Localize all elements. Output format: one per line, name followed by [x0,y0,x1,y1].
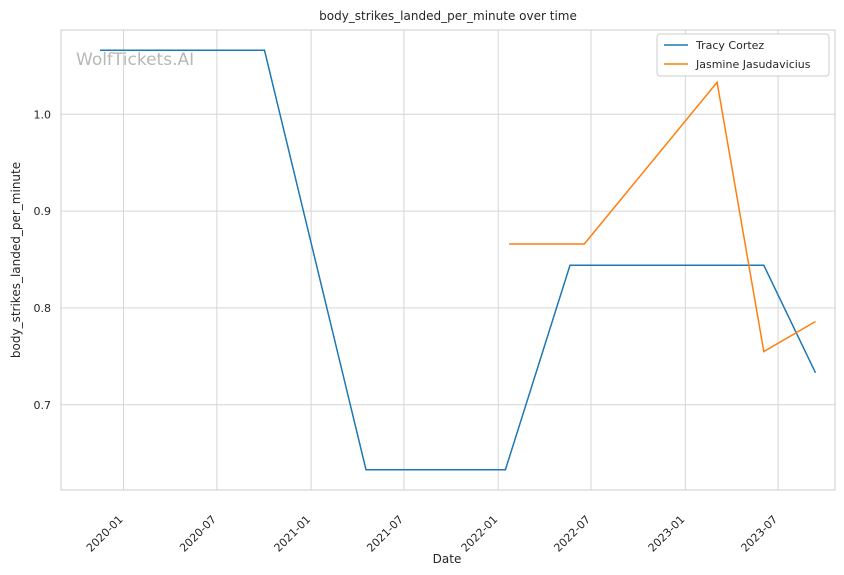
plot-area [61,30,835,490]
legend-label-jasmine-jasudavicius: Jasmine Jasudavicius [695,58,811,71]
legend: Tracy Cortez Jasmine Jasudavicius [656,33,830,77]
y-tick-label: 0.8 [34,302,52,315]
x-tick-label: 2021-07 [364,513,406,555]
x-tick-label: 2022-07 [551,513,593,555]
y-axis: 0.7 0.8 0.9 1.0 [34,108,52,412]
series-line-tracy-cortez [100,49,817,471]
x-tick-label: 2020-01 [84,513,126,555]
x-tick-label: 2021-01 [272,513,314,555]
chart-title: body_strikes_landed_per_minute over time [319,9,577,23]
x-axis-title: Date [433,552,462,566]
plot-frame [60,29,836,491]
legend-label-tracy-cortez: Tracy Cortez [695,39,764,52]
x-axis: 2020-01 2020-07 2021-01 2021-07 2022-01 2022-… [84,513,780,555]
y-tick-label: 1.0 [34,108,52,121]
legend-box [656,33,830,77]
x-tick-label: 2023-07 [739,513,781,555]
y-tick-label: 0.7 [34,399,52,412]
series-line-jasmine-jasudavicius [509,80,816,353]
series-layer [100,49,817,471]
y-tick-label: 0.9 [34,205,52,218]
x-tick-label: 2023-01 [646,513,688,555]
y-axis-title: body_strikes_landed_per_minute [9,162,23,358]
watermark-text: WolfTickets.AI [76,50,194,70]
grid-lines [61,30,835,490]
x-tick-label: 2022-01 [459,513,501,555]
x-tick-label: 2020-07 [177,513,219,555]
